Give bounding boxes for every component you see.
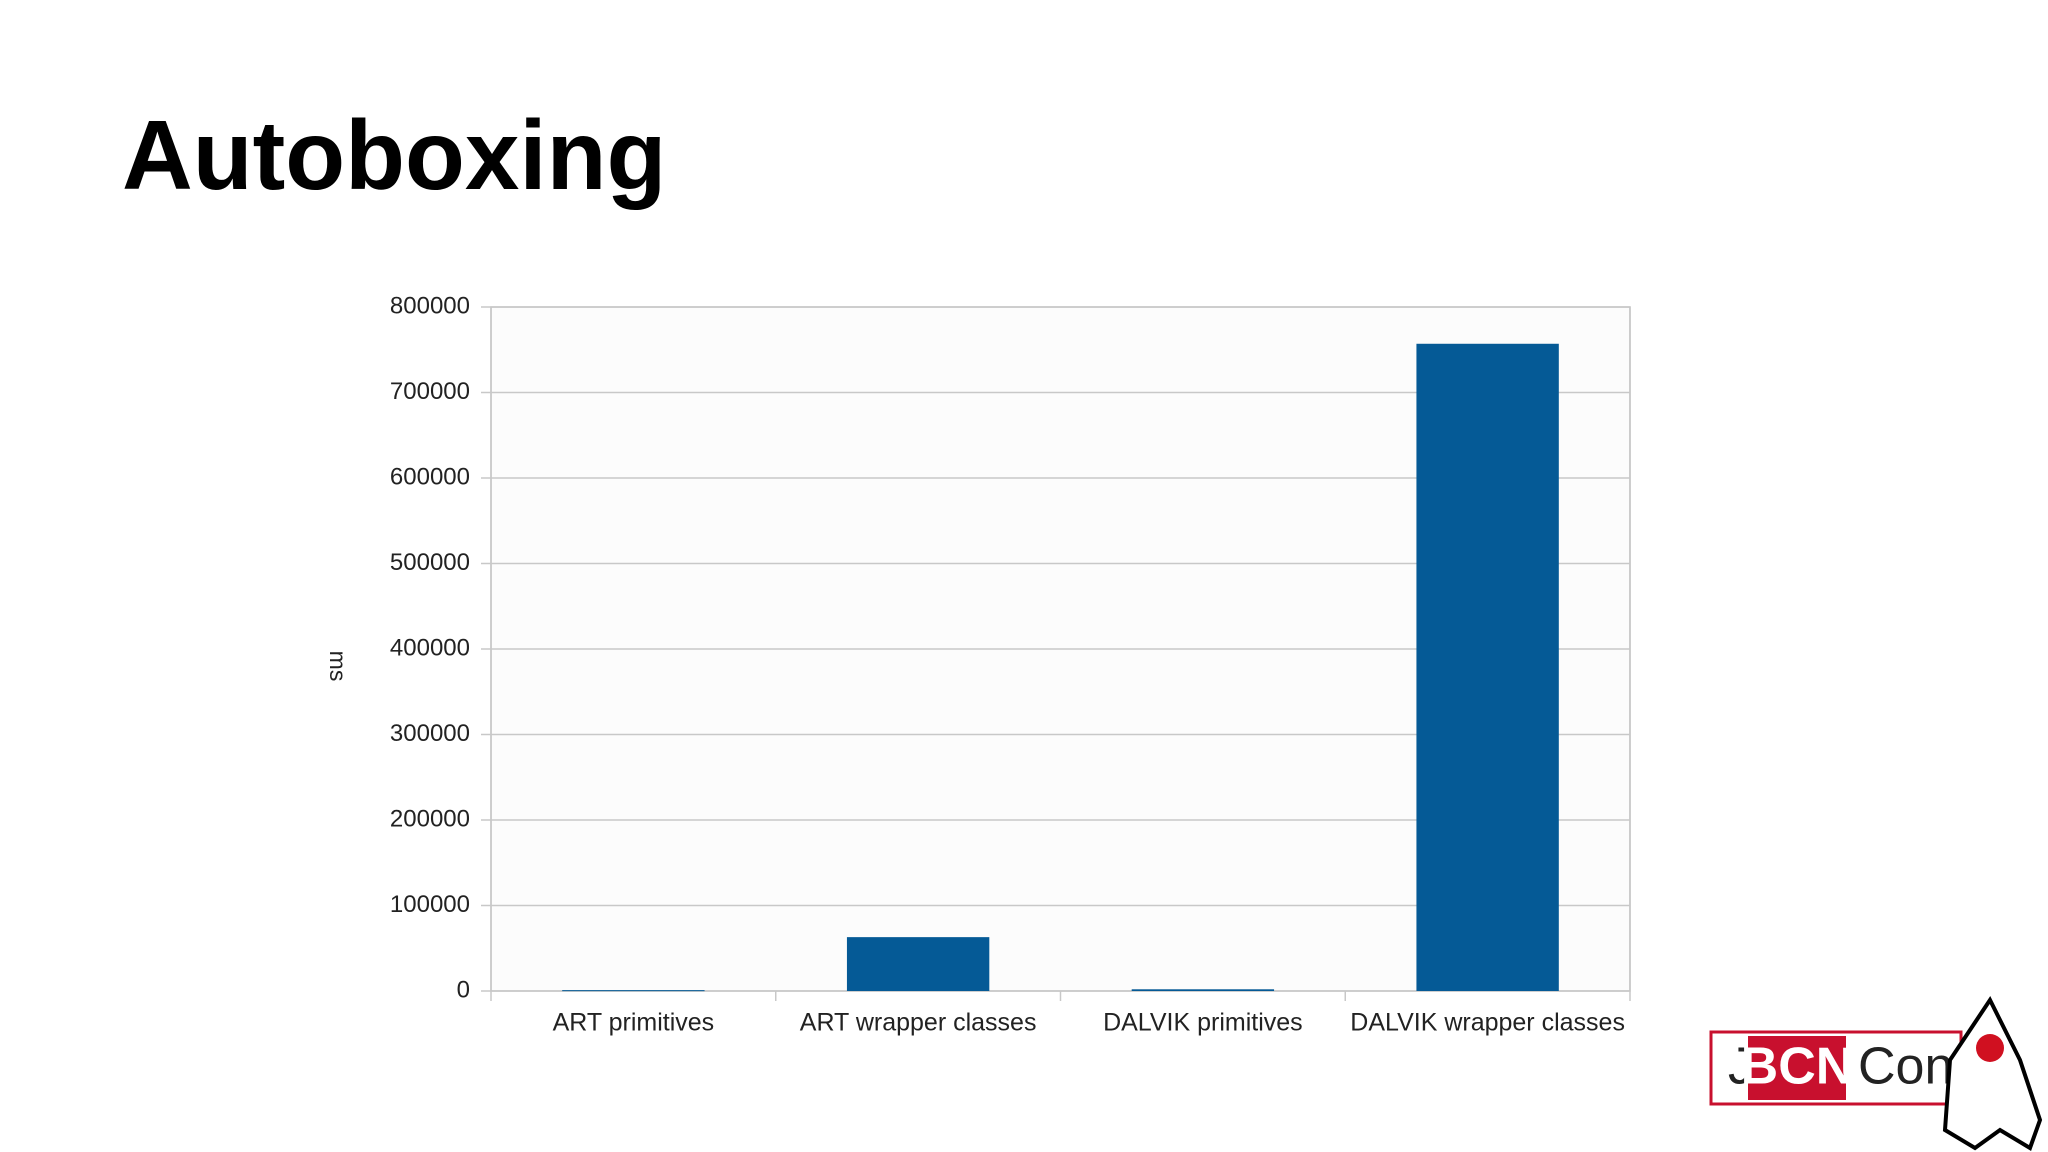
y-tick-label: 800000 [390,292,470,319]
y-tick-label: 500000 [390,549,470,576]
y-axis-label: ms [325,651,351,682]
bar [1416,343,1559,991]
logo-band [1748,1036,1846,1100]
x-tick-label: ART wrapper classes [800,1009,1037,1037]
y-tick-label: 0 [457,976,470,1003]
x-tick-label: DALVIK wrapper classes [1350,1009,1625,1037]
y-tick-label: 400000 [390,634,470,661]
slide-title: Autoboxing [122,100,666,210]
y-tick-label: 100000 [390,891,470,918]
bar [846,937,990,991]
logo: J BCN Conf [1709,996,2043,1151]
y-tick-label: 700000 [390,378,470,405]
mascot [1942,996,2043,1151]
bar [562,990,705,992]
y-tick-label: 600000 [390,463,470,490]
y-tick-label: 300000 [390,720,470,747]
mascot-nose [1976,1034,2004,1062]
logo-text: BCN [1741,1038,1854,1096]
x-tick-label: DALVIK primitives [1103,1009,1303,1037]
y-tick-label: 200000 [390,805,470,832]
bar [1131,989,1275,991]
x-tick-label: ART primitives [553,1009,715,1037]
